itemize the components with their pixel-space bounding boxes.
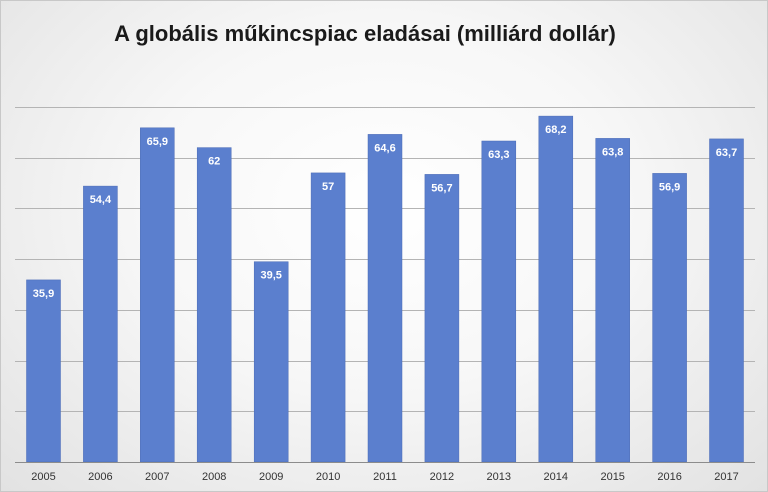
x-tick-label-2016: 2016 <box>657 471 681 483</box>
bar-2005 <box>26 279 61 463</box>
bar-2006 <box>83 185 118 463</box>
bar-2007 <box>140 127 175 463</box>
data-label-2008: 62 <box>208 156 220 168</box>
x-tick-label-2008: 2008 <box>202 471 226 483</box>
data-label-2016: 56,9 <box>659 181 680 193</box>
bar-2015 <box>595 138 630 463</box>
x-tick-label-2005: 2005 <box>31 471 55 483</box>
x-tick-label-2017: 2017 <box>714 471 738 483</box>
data-label-2009: 39,5 <box>260 270 281 282</box>
x-tick-label-2006: 2006 <box>88 471 112 483</box>
x-tick-label-2007: 2007 <box>145 471 169 483</box>
x-tick-label-2014: 2014 <box>544 471 568 483</box>
x-tick-label-2015: 2015 <box>600 471 624 483</box>
x-tick-label-2010: 2010 <box>316 471 340 483</box>
x-tick-label-2011: 2011 <box>373 471 397 483</box>
data-label-2015: 63,8 <box>602 146 623 158</box>
x-tick-label-2012: 2012 <box>430 471 454 483</box>
data-label-2012: 56,7 <box>431 182 452 194</box>
bar-2009 <box>253 261 289 463</box>
data-label-2005: 35,9 <box>33 288 54 300</box>
chart-title: A globális műkincspiac eladásai (milliár… <box>114 21 616 46</box>
data-label-2014: 68,2 <box>545 124 566 136</box>
bar-2012 <box>424 174 460 463</box>
bar-2010 <box>310 172 346 463</box>
bar-2011 <box>367 134 403 463</box>
bar-2017 <box>709 138 744 463</box>
bar-2016 <box>652 173 687 463</box>
data-label-2017: 63,7 <box>716 147 737 159</box>
x-tick-labels: 2005 2006 2007 2008 2009 2010 2011 2012 2013 2014… <box>31 471 738 483</box>
bars: 35,9 54,4 65,9 62 39,5 57 64,6 56,7 63,3 68,2 63,8… <box>26 115 744 463</box>
bar-2014 <box>538 115 574 463</box>
bar-2008 <box>196 147 232 463</box>
data-label-2006: 54,4 <box>90 194 112 206</box>
data-label-2011: 64,6 <box>374 142 395 154</box>
data-label-2013: 63,3 <box>488 149 509 161</box>
data-label-2010: 57 <box>322 181 334 193</box>
bar-2013 <box>481 140 517 463</box>
data-label-2007: 65,9 <box>147 136 168 148</box>
x-tick-label-2009: 2009 <box>259 471 283 483</box>
x-tick-label-2013: 2013 <box>487 471 511 483</box>
